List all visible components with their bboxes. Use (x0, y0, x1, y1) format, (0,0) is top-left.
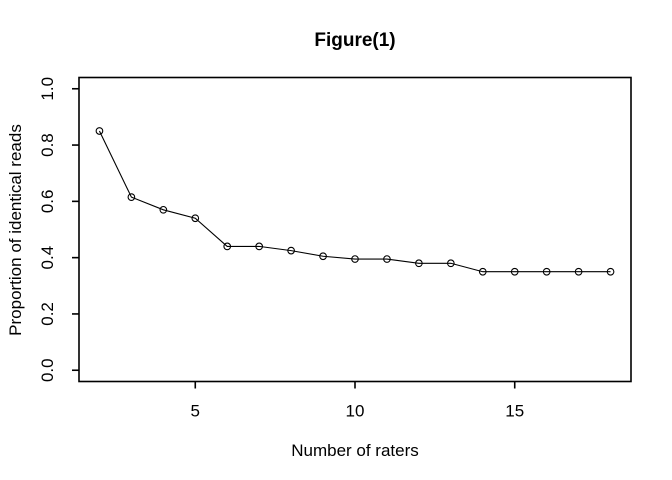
data-point (255, 242, 264, 251)
x-axis-tick-label: 10 (346, 402, 365, 421)
chart-title: Figure(1) (314, 30, 396, 51)
data-point (223, 242, 232, 251)
data-point (159, 205, 168, 214)
data-point (446, 259, 455, 268)
data-point (478, 267, 487, 276)
data-point (383, 255, 391, 263)
data-line (98, 130, 611, 273)
y-axis-tick-label: 0.8 (38, 133, 57, 157)
data-point (542, 267, 551, 276)
data-point (287, 246, 295, 255)
data-point (319, 252, 327, 261)
data-point (191, 214, 200, 223)
x-axis-title: Number of raters (291, 441, 419, 460)
data-point (95, 127, 104, 135)
x-axis-tick-label: 5 (191, 402, 200, 421)
data-point (574, 267, 583, 276)
data-point (606, 267, 615, 276)
data-point (415, 259, 423, 268)
x-axis-tick-label: 15 (505, 402, 524, 421)
y-axis-tick-label: 0.4 (38, 246, 57, 270)
data-point (351, 255, 359, 263)
data-point (127, 193, 136, 201)
y-axis-tick-label: 0.2 (38, 302, 57, 326)
plot-box (78, 76, 632, 383)
y-axis-tick-label: 1.0 (38, 77, 57, 101)
data-point (510, 267, 519, 276)
y-axis-tick-label: 0.6 (38, 190, 57, 214)
y-axis-tick-label: 0.0 (38, 358, 57, 382)
